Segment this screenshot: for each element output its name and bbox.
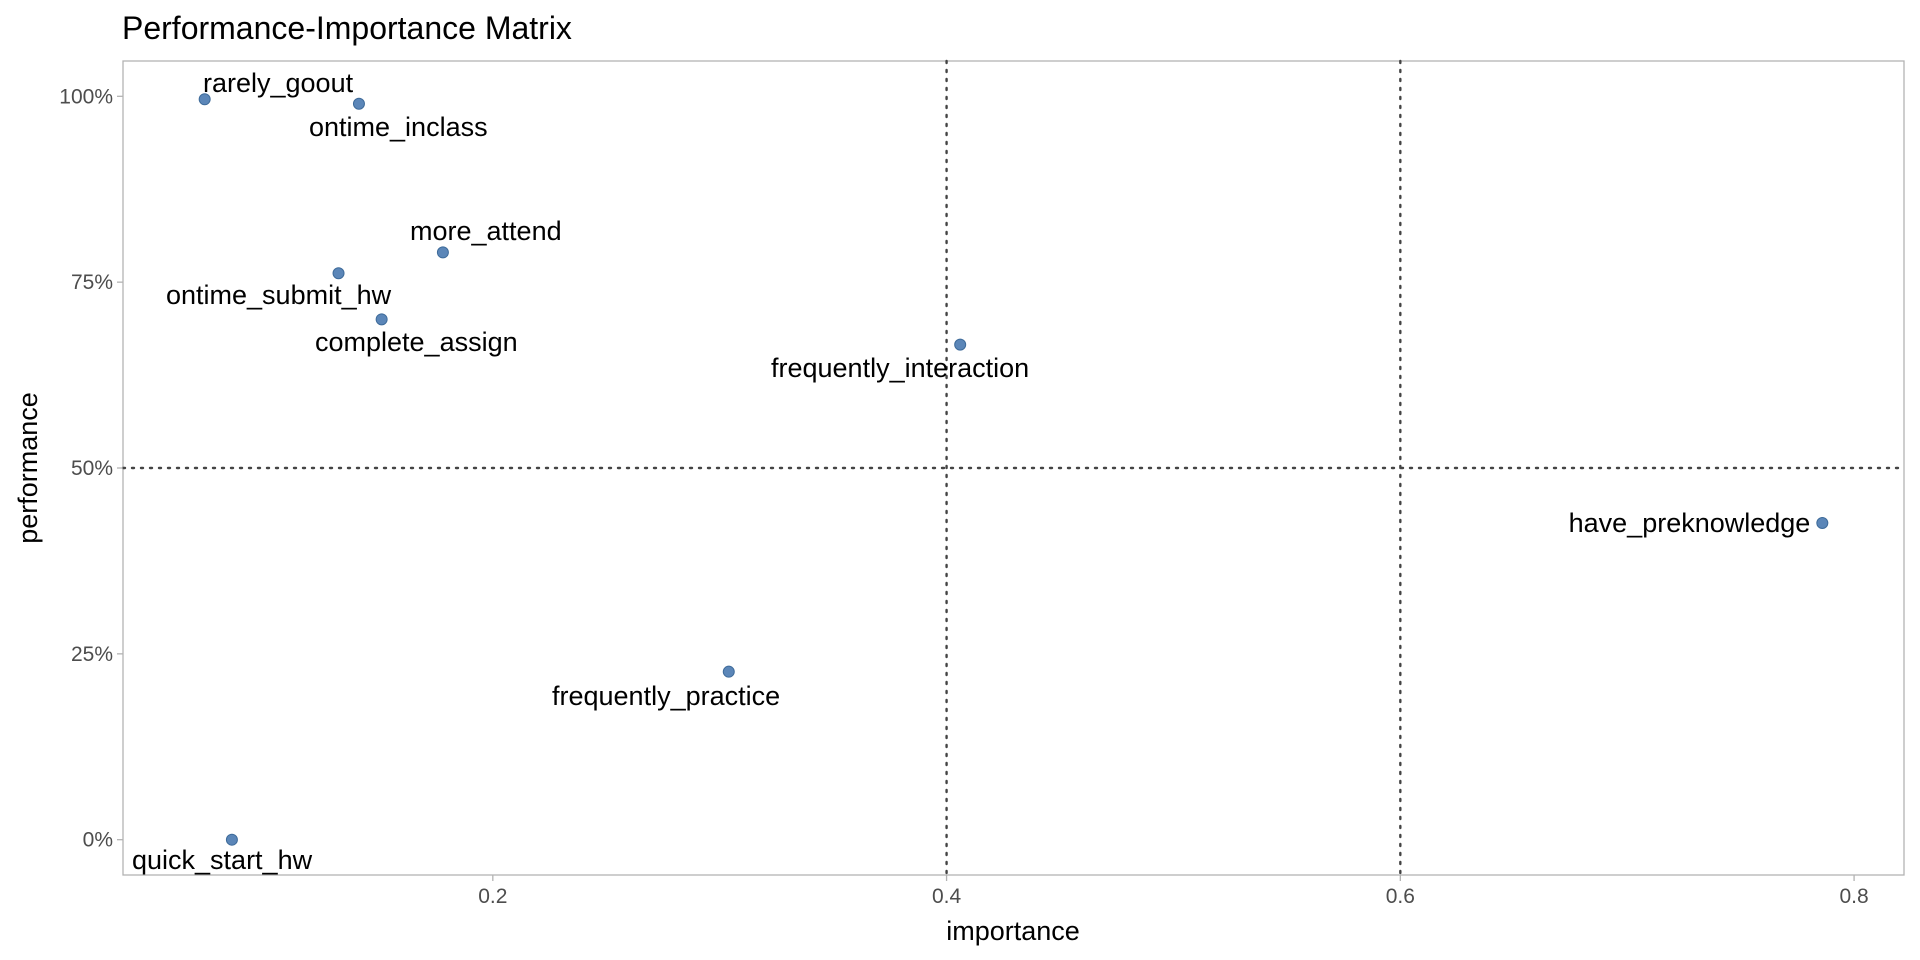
- y-axis-title: performance: [13, 392, 43, 544]
- y-tick-label: 75%: [71, 271, 113, 294]
- y-axis: 0% 25% 50% 75% 100%: [59, 85, 123, 852]
- data-point: [722, 665, 735, 678]
- x-tick-label: 0.8: [1839, 885, 1868, 908]
- data-point: [375, 313, 388, 326]
- point-label: ontime_inclass: [309, 112, 488, 142]
- chart-title: Performance-Importance Matrix: [122, 10, 572, 46]
- data-point: [225, 833, 238, 846]
- x-tick-label: 0.2: [478, 885, 507, 908]
- point-labels: rarely_goout ontime_inclass more_attendont…: [132, 68, 1810, 875]
- y-tick-label: 0%: [83, 829, 113, 852]
- data-point: [352, 97, 365, 110]
- point-label: rarely_goout: [203, 68, 354, 98]
- y-tick-label: 50%: [71, 457, 113, 480]
- point-label: frequently_interaction: [771, 353, 1029, 383]
- reference-lines: [121, 59, 1906, 877]
- x-tick-label: 0.6: [1386, 885, 1415, 908]
- x-axis: 0.2 0.4 0.6 0.8: [478, 875, 1869, 908]
- data-point: [436, 246, 449, 259]
- point-label: complete_assign: [315, 327, 518, 357]
- data-point: [954, 338, 967, 351]
- data-point: [198, 93, 211, 106]
- y-tick-label: 25%: [71, 643, 113, 666]
- x-axis-title: importance: [946, 916, 1080, 946]
- x-tick-label: 0.4: [932, 885, 962, 908]
- point-label: frequently_practice: [552, 681, 780, 711]
- data-points: [198, 93, 1829, 846]
- data-point: [1816, 517, 1829, 530]
- point-label: ontime_submit_hw: [166, 280, 392, 310]
- point-label: quick_start_hw: [132, 845, 313, 875]
- point-label: more_attend: [410, 216, 562, 246]
- y-tick-label: 100%: [59, 85, 113, 108]
- data-point: [332, 267, 345, 280]
- point-label: have_preknowledge: [1569, 508, 1811, 538]
